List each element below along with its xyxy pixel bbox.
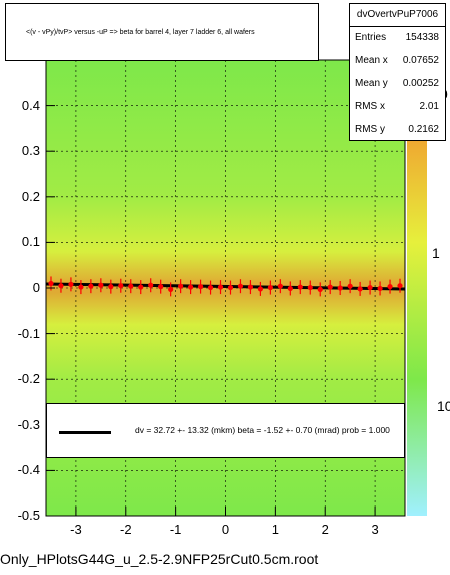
y-tick-label: 0 bbox=[32, 280, 40, 295]
stats-label: RMS x bbox=[355, 101, 385, 112]
stats-value: 2.01 bbox=[419, 101, 439, 112]
profile-point bbox=[48, 280, 54, 287]
profile-point bbox=[267, 284, 273, 291]
legend-fit-text: dv = 32.72 +- 13.32 (mkm) beta = -1.52 +… bbox=[135, 425, 390, 435]
profile-point bbox=[68, 281, 74, 287]
profile-point bbox=[58, 283, 64, 289]
profile-point bbox=[178, 283, 184, 289]
x-tick-label: -2 bbox=[119, 522, 132, 537]
profile-point bbox=[347, 283, 353, 289]
profile-point bbox=[158, 284, 164, 290]
chart-title: <(v - vPy)/tvP> versus -uP => beta for b… bbox=[26, 29, 255, 36]
stats-row-mean-y: Mean y 0.00252 bbox=[350, 73, 445, 96]
x-tick-label: -3 bbox=[70, 522, 82, 537]
profile-point bbox=[327, 284, 333, 290]
y-tick-label: 0.3 bbox=[21, 143, 40, 159]
profile-point bbox=[277, 283, 283, 289]
profile-point bbox=[118, 283, 124, 289]
legend-box: dv = 32.72 +- 13.32 (mkm) beta = -1.52 +… bbox=[46, 403, 405, 458]
profile-point bbox=[108, 284, 114, 290]
x-tick-label: 3 bbox=[371, 522, 379, 537]
x-tick-label: 2 bbox=[321, 522, 329, 537]
profile-point bbox=[187, 284, 194, 290]
stats-label: RMS y bbox=[355, 124, 385, 135]
stats-label: Entries bbox=[355, 32, 387, 43]
z-tick-1: 1 bbox=[432, 245, 440, 261]
stats-row-rms-y: RMS y 0.2162 bbox=[350, 119, 445, 142]
profile-point bbox=[317, 286, 323, 292]
profile-point bbox=[397, 283, 403, 289]
profile-point bbox=[307, 284, 313, 291]
profile-point bbox=[217, 284, 224, 290]
y-tick-label: -0.1 bbox=[17, 325, 40, 341]
y-tick-label: 0.2 bbox=[21, 188, 40, 204]
stats-label: Mean y bbox=[355, 78, 388, 89]
profile-point bbox=[197, 284, 204, 290]
stats-row-entries: Entries 154338 bbox=[350, 27, 445, 50]
stats-row-rms-x: RMS x 2.01 bbox=[350, 96, 445, 119]
legend-line-swatch bbox=[59, 431, 111, 434]
profile-point bbox=[387, 284, 393, 290]
profile-point bbox=[128, 283, 134, 289]
profile-point bbox=[98, 282, 104, 288]
profile-point bbox=[168, 286, 174, 292]
y-tick-label: -0.5 bbox=[17, 508, 40, 523]
stats-value: 154338 bbox=[405, 32, 439, 43]
stats-value: 0.2162 bbox=[408, 124, 439, 135]
y-tick-label: 0.1 bbox=[21, 234, 40, 250]
profile-point bbox=[287, 285, 293, 292]
title-box: <(v - vPy)/tvP> versus -uP => beta for b… bbox=[5, 3, 319, 61]
stats-value: 0.00252 bbox=[402, 78, 439, 89]
profile-point bbox=[247, 284, 254, 290]
profile-point bbox=[88, 283, 94, 289]
profile-point bbox=[138, 284, 144, 290]
profile-point bbox=[337, 285, 343, 291]
profile-point bbox=[297, 284, 303, 290]
profile-point bbox=[227, 284, 234, 291]
stats-label: Mean x bbox=[355, 55, 388, 66]
profile-point bbox=[257, 286, 264, 292]
z-color-scale bbox=[407, 60, 427, 516]
z-tick-10: 10 bbox=[437, 398, 450, 414]
profile-point bbox=[148, 282, 154, 288]
stats-box: dvOvertvPuP7006 Entries 154338 Mean x 0.… bbox=[349, 3, 446, 141]
x-tick-label: 0 bbox=[221, 522, 230, 537]
x-tick-label: -1 bbox=[169, 522, 182, 537]
y-tick-label: -0.4 bbox=[17, 462, 40, 478]
profile-point bbox=[367, 284, 373, 291]
profile-point bbox=[237, 283, 244, 289]
footer-filename: Only_HPlotsG44G_u_2.5-2.9NFP25rCut0.5cm.… bbox=[0, 551, 319, 567]
y-tick-label: 0.4 bbox=[21, 97, 40, 113]
x-tick-label: 1 bbox=[271, 522, 279, 537]
fit-line bbox=[45, 282, 406, 291]
profile-point bbox=[357, 286, 363, 292]
stats-name: dvOvertvPuP7006 bbox=[350, 4, 445, 27]
profile-point bbox=[78, 284, 84, 290]
stats-row-mean-x: Mean x 0.07652 bbox=[350, 50, 445, 73]
y-tick-label: -0.3 bbox=[17, 416, 40, 432]
profile-point bbox=[207, 284, 214, 291]
stats-value: 0.07652 bbox=[402, 55, 439, 66]
profile-point bbox=[377, 285, 383, 292]
y-tick-label: -0.2 bbox=[17, 371, 40, 387]
